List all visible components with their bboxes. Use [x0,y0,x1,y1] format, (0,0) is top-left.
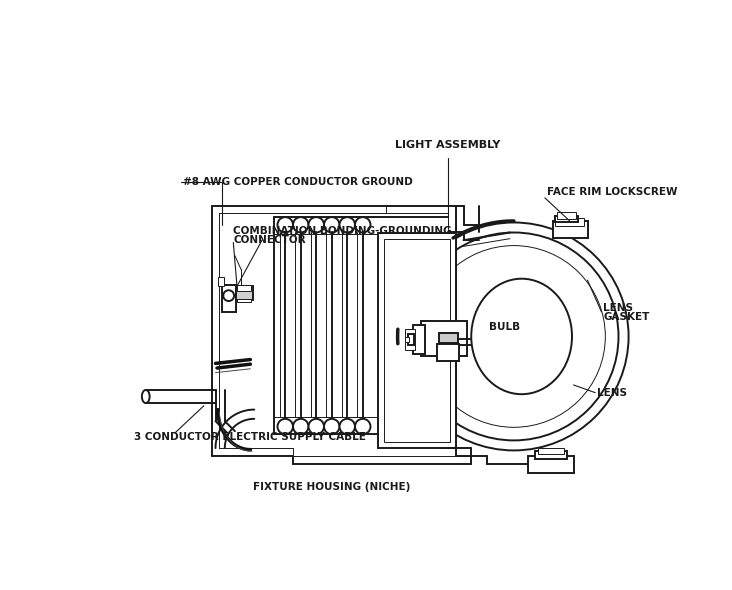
Bar [555,218,584,225]
Bar [222,285,236,312]
Bar [237,285,251,291]
Circle shape [355,217,370,232]
Bar [218,277,224,286]
Text: COMBINATION BONDING-GROUNDING: COMBINATION BONDING-GROUNDING [234,226,452,236]
Text: #8 AWG COPPER CONDUCTOR GROUND: #8 AWG COPPER CONDUCTOR GROUND [183,178,413,188]
Text: FACE RIM LOCKSCREW: FACE RIM LOCKSCREW [548,188,678,198]
Text: FIXTURE HOUSING (NICHE): FIXTURE HOUSING (NICHE) [253,481,411,491]
Bar [378,232,456,448]
Bar [236,286,253,300]
Circle shape [340,217,355,232]
Bar [406,329,414,350]
Bar [413,325,425,354]
Circle shape [355,419,370,434]
Circle shape [293,217,308,232]
Bar [553,221,588,238]
Bar [438,333,458,343]
Bar [557,212,576,219]
Bar [538,448,564,454]
Bar [421,321,467,356]
Circle shape [340,419,355,434]
Circle shape [324,217,340,232]
Circle shape [308,217,324,232]
Circle shape [293,419,308,434]
Bar [405,337,409,342]
Circle shape [324,419,340,434]
Bar [437,344,459,361]
Circle shape [277,419,293,434]
Bar [408,334,414,345]
Text: BULB: BULB [489,322,520,332]
Bar [384,239,449,442]
Bar [535,451,567,459]
Circle shape [223,290,234,301]
Circle shape [409,232,619,440]
Text: CONNECTOR: CONNECTOR [234,235,306,245]
Circle shape [422,245,605,427]
Text: LIGHT ASSEMBLY: LIGHT ASSEMBLY [395,140,501,150]
Circle shape [277,217,293,232]
Text: LENS: LENS [603,303,633,313]
Ellipse shape [142,390,149,403]
Bar [237,299,251,302]
Text: 3 CONDUCTOR ELECTRIC SUPPLY CABLE: 3 CONDUCTOR ELECTRIC SUPPLY CABLE [134,432,366,442]
Bar [528,456,575,473]
Circle shape [399,222,629,450]
Bar [555,215,578,222]
Text: GASKET: GASKET [603,312,649,322]
Ellipse shape [471,278,572,394]
Circle shape [308,419,324,434]
Text: LENS: LENS [597,388,627,398]
